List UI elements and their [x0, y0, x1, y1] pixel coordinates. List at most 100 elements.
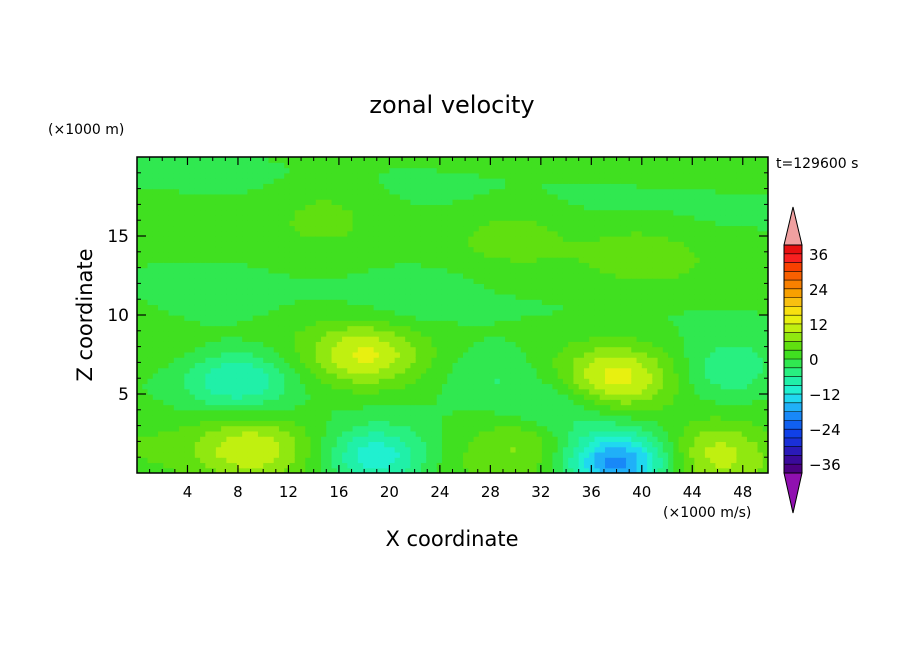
field-cell — [384, 367, 390, 374]
field-cell — [357, 404, 364, 411]
field-cell — [373, 325, 380, 332]
field-cell — [242, 330, 249, 337]
field-cell — [426, 441, 433, 448]
field-cell — [215, 283, 222, 290]
field-cell — [310, 230, 317, 237]
field-cell — [326, 325, 333, 332]
field-cell — [310, 320, 317, 327]
field-cell — [484, 357, 490, 363]
field-cell — [242, 451, 249, 458]
field-cell — [210, 425, 217, 432]
field-cell — [221, 225, 227, 232]
field-cell — [289, 167, 296, 174]
field-cell — [221, 457, 227, 464]
field-cell — [163, 441, 170, 448]
field-cell — [410, 272, 417, 279]
field-cell — [541, 336, 548, 342]
field-cell — [436, 425, 443, 432]
field-cell — [189, 378, 196, 385]
field-cell — [441, 467, 448, 473]
field-cell — [263, 199, 270, 205]
field-cell — [231, 278, 238, 284]
field-cell — [394, 420, 401, 427]
field-cell — [284, 220, 291, 227]
field-cell — [310, 214, 317, 221]
field-cell — [547, 409, 554, 416]
field-cell — [468, 415, 475, 421]
field-cell — [242, 357, 249, 363]
field-cell — [268, 372, 275, 379]
field-cell — [231, 162, 238, 169]
field-cell — [478, 367, 485, 374]
field-cell — [499, 336, 506, 342]
field-cell — [489, 425, 496, 432]
field-cell — [562, 362, 569, 369]
field-cell — [410, 457, 417, 464]
field-cell — [300, 278, 306, 284]
field-cell — [489, 388, 496, 395]
field-cell — [242, 346, 249, 353]
field-cell — [331, 193, 338, 200]
field-cell — [289, 220, 296, 227]
field-cell — [194, 236, 201, 242]
field-cell — [342, 172, 348, 179]
field-cell — [562, 420, 569, 427]
field-cell — [284, 230, 291, 237]
field-cell — [568, 246, 575, 253]
field-cell — [562, 236, 569, 242]
field-cell — [168, 436, 175, 442]
field-cell — [436, 409, 443, 416]
field-cell — [520, 246, 527, 253]
field-cell — [552, 267, 559, 274]
field-cell — [484, 441, 490, 448]
field-cell — [273, 304, 280, 311]
field-cell — [152, 372, 159, 379]
field-cell — [263, 293, 270, 300]
field-cell — [179, 236, 185, 242]
field-cell — [294, 315, 301, 321]
field-cell — [494, 399, 501, 406]
field-cell — [137, 367, 143, 374]
field-cell — [384, 409, 390, 416]
field-cell — [541, 441, 548, 448]
field-cell — [552, 451, 559, 458]
field-cell — [368, 267, 375, 274]
field-cell — [489, 378, 496, 385]
field-cell — [321, 388, 327, 395]
field-cell — [357, 420, 364, 427]
field-cell — [310, 304, 317, 311]
field-cell — [568, 372, 575, 379]
field-cell — [179, 336, 185, 342]
field-cell — [405, 446, 412, 453]
field-cell — [405, 157, 412, 163]
field-cell — [363, 267, 369, 274]
field-cell — [452, 183, 459, 190]
field-cell — [410, 199, 417, 205]
field-cell — [515, 246, 522, 253]
field-cell — [294, 293, 301, 300]
field-cell — [326, 315, 333, 321]
field-cell — [441, 262, 448, 269]
field-cell — [394, 441, 401, 448]
field-cell — [284, 457, 291, 464]
field-cell — [179, 309, 185, 316]
field-cell — [205, 236, 212, 242]
field-cell — [200, 278, 206, 284]
field-cell — [294, 230, 301, 237]
field-cell — [257, 172, 264, 179]
field-cell — [179, 388, 185, 395]
field-cell — [347, 183, 354, 190]
field-cell — [389, 288, 396, 295]
field-cell — [562, 399, 569, 406]
field-cell — [163, 299, 170, 306]
field-cell — [200, 388, 206, 395]
field-cell — [257, 409, 264, 416]
field-cell — [573, 467, 580, 473]
field-cell — [189, 199, 196, 205]
field-cell — [520, 383, 527, 390]
field-cell — [242, 325, 249, 332]
field-cell — [263, 157, 270, 163]
field-cell — [173, 220, 180, 227]
field-cell — [520, 199, 527, 205]
field-cell — [426, 199, 433, 205]
